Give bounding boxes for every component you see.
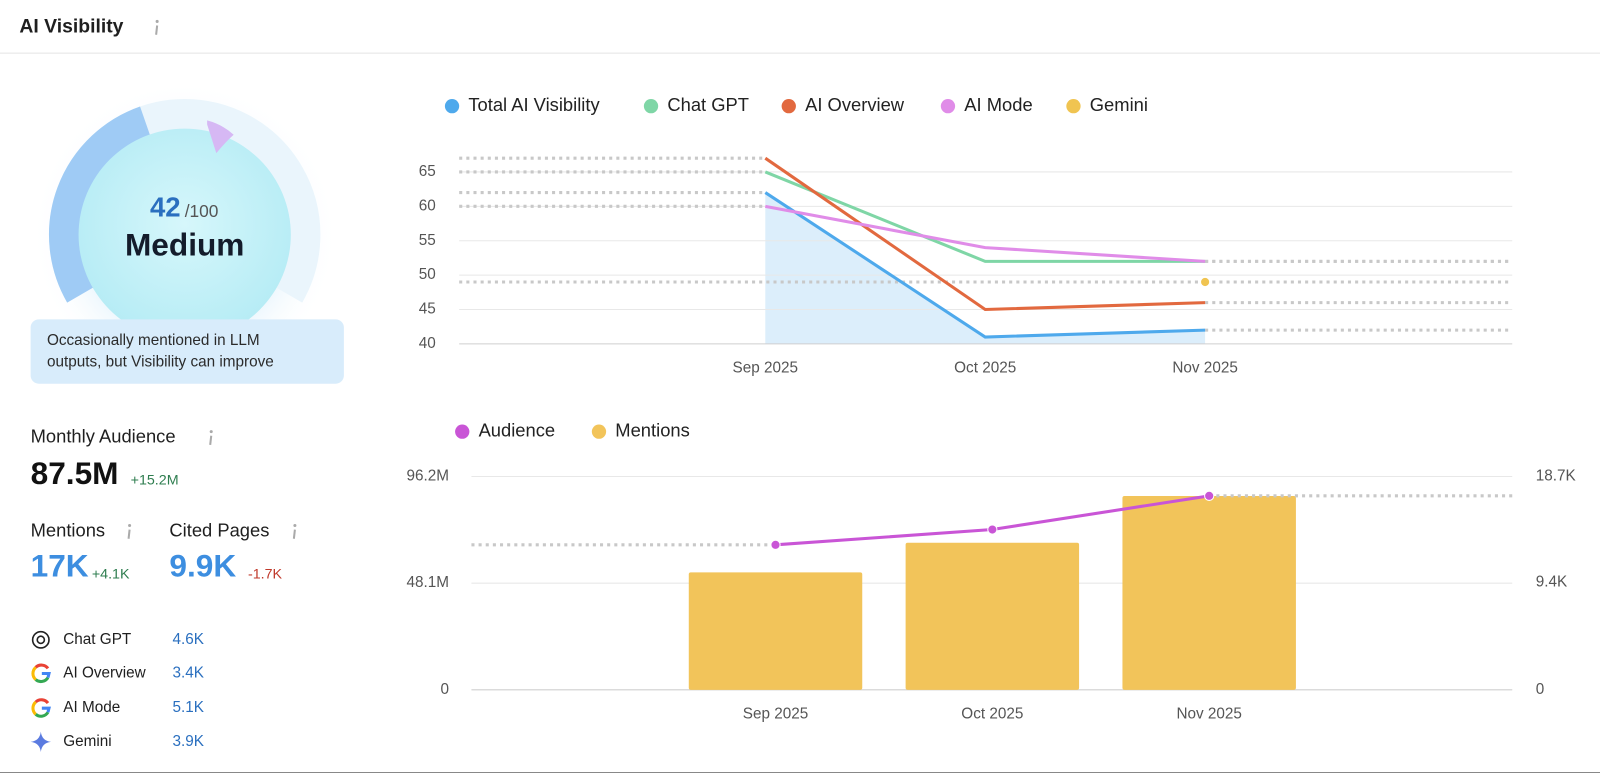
metric-change: +15.2M	[131, 472, 179, 488]
score-level: Medium	[125, 226, 244, 262]
legend-label: AI Overview	[805, 94, 905, 115]
gauge-marker	[207, 120, 234, 154]
legend-label: AI Mode	[964, 94, 1032, 115]
legend-marker	[591, 424, 607, 439]
y-tick-label: 96.2M	[406, 468, 449, 485]
legend-marker	[444, 99, 460, 114]
info-icon[interactable]	[292, 524, 297, 539]
y-tick-label: 55	[419, 232, 436, 249]
platform-name: AI Overview	[63, 665, 146, 682]
y-tick-label: 65	[419, 163, 436, 180]
legend-marker	[455, 424, 470, 439]
point	[770, 539, 781, 550]
series-line	[764, 191, 1206, 339]
legend-marker	[940, 99, 956, 114]
score-description: Occasionally mentioned in LLM outputs, b…	[46, 331, 274, 371]
legend-marker	[643, 99, 659, 114]
legend-label: Audience	[479, 419, 556, 440]
x-tick-label: Sep 2025	[733, 359, 799, 376]
x-tick-label: Nov 2025	[1176, 705, 1241, 722]
score-value: 42	[150, 191, 181, 222]
google-icon	[31, 698, 51, 718]
charts: Total AI Visibility Chat GPT AI Overview AI…	[406, 94, 1576, 722]
description-box	[30, 319, 344, 384]
platform-name: Chat GPT	[63, 631, 131, 648]
series-line	[764, 156, 1206, 312]
platform-value: 4.6K	[172, 631, 204, 648]
page-title: AI Visibility	[19, 16, 123, 38]
chatgpt-icon	[31, 630, 50, 649]
legend-label: Chat GPT	[667, 94, 749, 115]
info-icon[interactable]	[127, 524, 132, 539]
x-tick-label: Oct 2025	[954, 359, 1016, 376]
gemini-icon	[30, 731, 52, 753]
metric-change: -1.7K	[248, 566, 283, 582]
legend-label: Gemini	[1090, 94, 1148, 115]
platform-value: 5.1K	[172, 699, 204, 716]
y2-tick-label: 0	[1536, 681, 1545, 698]
bar	[1122, 495, 1296, 690]
legend-label: Total AI Visibility	[468, 94, 600, 115]
y-tick-label: 60	[419, 197, 436, 214]
gauge-arc	[48, 106, 151, 303]
gauge-disc	[78, 128, 291, 341]
metric-change: +4.1K	[92, 566, 130, 582]
metric-label: Monthly Audience	[31, 426, 176, 447]
y2-tick-label: 9.4K	[1536, 574, 1568, 591]
bar	[688, 572, 863, 690]
metric-label: Mentions	[31, 519, 106, 540]
metric-value: 9.9K	[169, 548, 236, 584]
legend-marker	[781, 99, 796, 114]
area	[765, 192, 1206, 344]
google-icon	[31, 663, 51, 683]
legend-marker	[1066, 99, 1081, 114]
x-tick-label: Nov 2025	[1172, 359, 1237, 376]
y-tick-label: 48.1M	[406, 574, 449, 591]
metric-value: 17K	[31, 548, 89, 584]
x-tick-label: Sep 2025	[743, 705, 809, 722]
series-line	[764, 170, 1206, 263]
gauge	[48, 99, 321, 303]
y-tick-label: 0	[440, 681, 449, 698]
y-tick-label: 45	[419, 301, 436, 318]
point	[1201, 277, 1210, 287]
y-tick-label: 40	[419, 335, 436, 352]
point	[987, 524, 998, 535]
bar	[905, 542, 1080, 690]
platform-name: AI Mode	[63, 699, 120, 716]
platform-value: 3.4K	[172, 665, 204, 682]
legend-label: Mentions	[615, 419, 690, 440]
info-icon[interactable]	[209, 430, 213, 446]
platform-list: Chat GPT 4.6K AI Overview 3.4K AI Mode 5.1K Ge…	[63, 631, 204, 750]
y-tick-label: 50	[419, 266, 436, 283]
metric-label: Cited Pages	[169, 519, 269, 540]
metric-value: 87.5M	[31, 455, 119, 491]
score-max: /100	[185, 201, 219, 221]
x-tick-label: Oct 2025	[961, 705, 1023, 722]
info-icon[interactable]	[155, 19, 159, 35]
platform-value: 3.9K	[172, 733, 204, 750]
series-line	[765, 204, 1206, 263]
point	[1204, 490, 1215, 501]
platform-name: Gemini	[63, 733, 111, 750]
description-wrap: Occasionally mentioned in LLM outputs, b…	[46, 331, 274, 371]
y2-tick-label: 18.7K	[1536, 468, 1577, 485]
